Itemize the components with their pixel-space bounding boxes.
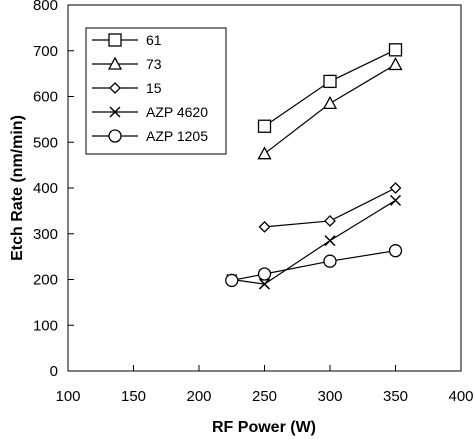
point-azp-4620-350-stroke-b <box>389 194 402 206</box>
y-tick-label-200: 200 <box>33 272 58 289</box>
legend-marker-15 <box>109 82 121 94</box>
point-azp-1205-250 <box>257 267 272 281</box>
series-azp-4620 <box>226 194 402 290</box>
point-azp-1205-350 <box>388 244 403 258</box>
legend-label-azp-1205: AZP 1205 <box>146 128 208 144</box>
legend-entry-15: 15 <box>92 80 162 96</box>
point-azp-4620-350 <box>389 194 402 206</box>
point-15-250 <box>258 220 271 233</box>
y-axis: 0 100 200 300 400 500 600 700 800 <box>33 0 74 380</box>
x-tick-label-300: 300 <box>317 388 342 405</box>
legend: 61 73 15 AZP 4620 AZP 1205 <box>85 27 227 155</box>
legend-label-73: 73 <box>146 56 162 72</box>
point-azp-4620-300-stroke-b <box>324 235 336 247</box>
y-tick-label-300: 300 <box>33 226 58 243</box>
series-15 <box>258 182 402 233</box>
point-15-350 <box>389 182 402 194</box>
point-61-250 <box>257 119 272 133</box>
legend-marker-61 <box>108 33 122 47</box>
point-61-300 <box>323 74 337 89</box>
x-axis: 100 150 200 250 300 350 400 <box>55 365 474 405</box>
point-73-250 <box>257 146 272 160</box>
legend-box <box>85 27 227 155</box>
y-tick-label-800: 800 <box>33 0 58 14</box>
legend-entry-61: 61 <box>92 32 162 48</box>
y-tick-label-500: 500 <box>33 134 58 151</box>
x-tick-label-400: 400 <box>448 388 473 405</box>
x-axis-title: RF Power (W) <box>212 419 316 436</box>
point-61-350 <box>388 43 403 57</box>
legend-marker-azp-4620-stroke-b <box>109 106 121 118</box>
series-line-azp-4620 <box>231 199 396 285</box>
legend-marker-azp-1205 <box>108 129 122 143</box>
point-azp-1205-300 <box>323 254 337 268</box>
x-tick-label-250: 250 <box>252 388 277 405</box>
y-tick-label-100: 100 <box>33 317 58 334</box>
legend-entry-azp-1205: AZP 1205 <box>92 128 208 144</box>
legend-label-azp-4620: AZP 4620 <box>146 104 208 120</box>
x-tick-label-100: 100 <box>55 388 80 405</box>
series-61 <box>257 43 403 133</box>
y-tick-label-600: 600 <box>33 89 58 106</box>
legend-label-61: 61 <box>146 32 162 48</box>
series-layer <box>225 43 403 290</box>
series-azp-1205 <box>225 244 403 288</box>
legend-entry-azp-4620: AZP 4620 <box>92 104 208 120</box>
x-tick-label-150: 150 <box>121 388 146 405</box>
legend-entry-73: 73 <box>92 56 162 72</box>
point-azp-4620-250 <box>258 278 271 290</box>
point-azp-4620-300 <box>324 235 336 247</box>
legend-marker-azp-4620 <box>109 106 121 118</box>
x-tick-label-200: 200 <box>186 388 211 405</box>
point-azp-1205-225 <box>225 273 239 288</box>
x-tick-label-350: 350 <box>383 388 408 405</box>
y-axis-title: Etch Rate (nm/min) <box>9 115 26 261</box>
point-73-300 <box>322 96 338 110</box>
legend-marker-73 <box>107 56 123 70</box>
series-line-azp-1205 <box>231 250 396 282</box>
y-tick-label-0: 0 <box>50 363 58 380</box>
y-tick-label-700: 700 <box>33 43 58 60</box>
point-azp-4620-250-stroke-b <box>258 278 271 290</box>
series-73 <box>257 57 403 160</box>
point-73-350 <box>388 57 403 71</box>
point-15-300 <box>324 215 336 227</box>
y-tick-label-400: 400 <box>33 180 58 197</box>
legend-label-15: 15 <box>146 80 162 96</box>
